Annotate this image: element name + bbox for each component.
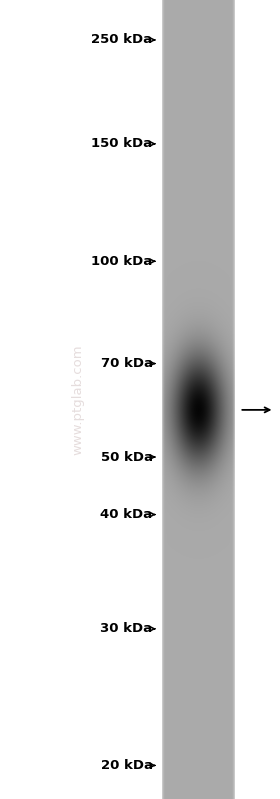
Text: www.ptglab.com: www.ptglab.com	[72, 344, 85, 455]
Bar	[163, 0, 235, 799]
Text: 20 kDa: 20 kDa	[101, 759, 153, 772]
Text: 100 kDa: 100 kDa	[91, 255, 153, 268]
Text: 30 kDa: 30 kDa	[101, 622, 153, 635]
Text: 50 kDa: 50 kDa	[101, 451, 153, 463]
Text: 70 kDa: 70 kDa	[101, 357, 153, 370]
Text: 150 kDa: 150 kDa	[92, 137, 153, 150]
Text: 250 kDa: 250 kDa	[92, 34, 153, 46]
Text: 40 kDa: 40 kDa	[101, 508, 153, 521]
